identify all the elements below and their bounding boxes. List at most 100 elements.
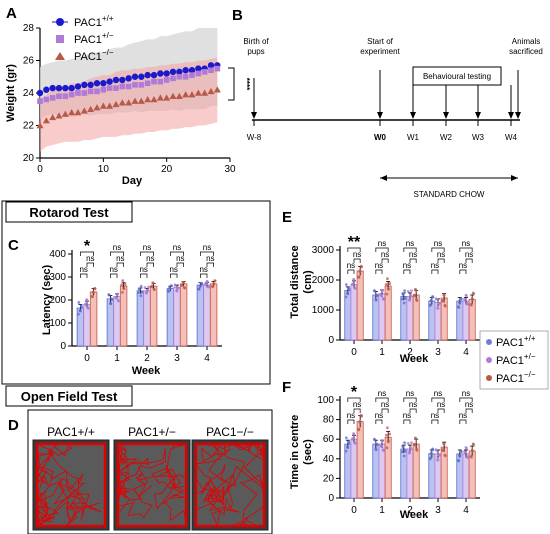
panelF-ytick-label: 40: [323, 454, 335, 465]
panelF-sig-label: ns: [375, 411, 383, 420]
panel-label-e: E: [282, 209, 292, 226]
panelC-bracket: [200, 273, 208, 278]
panel-a-point-wt: [87, 81, 94, 89]
panel-a-xtick-label: 0: [37, 164, 43, 175]
panelE-datapoint: [403, 289, 406, 293]
panelC-datapoint: [168, 287, 172, 290]
panelC-bracket: [110, 251, 124, 256]
arrow-sacrifice-head: [515, 112, 521, 119]
panelC-datapoint: [137, 291, 140, 295]
panelF-sig-label: ns: [431, 411, 439, 420]
panelF-sig-label: ns: [409, 400, 417, 409]
panel-a-point-ko: [42, 117, 50, 124]
panel-a-point-ko: [150, 96, 158, 103]
panel-a-point-wt: [55, 84, 63, 92]
panelC-sig-label: ns: [146, 254, 154, 263]
panelC-sig-label: ns: [139, 265, 147, 274]
panelE-bar: [462, 300, 470, 341]
panelC-bracket: [86, 262, 94, 267]
panelE-sig-label: **: [348, 234, 361, 251]
panel-a-point-ko: [87, 105, 95, 113]
panel-a-point-ko: [182, 91, 190, 98]
panelF-sig-label: *: [351, 384, 358, 401]
legend-a-het-marker: [56, 35, 64, 43]
panelC-bracket: [110, 273, 118, 278]
panelE-bar: [372, 294, 380, 341]
panelF-datapoint: [441, 449, 445, 452]
panelF-datapoint: [347, 441, 351, 445]
panelC-ytick-label: 100: [49, 318, 66, 329]
panelE-datapoint: [382, 297, 385, 301]
panelF-datapoint: [443, 454, 447, 458]
panelE-bracket: [409, 258, 417, 263]
panel-a-point-wt: [74, 83, 82, 90]
panelC-sig-label: ns: [109, 265, 117, 274]
panelC-datapoint: [199, 284, 202, 288]
panelC-bracket: [116, 262, 124, 267]
panelF-bar: [378, 443, 386, 499]
panelF-sig-label: ns: [434, 389, 442, 398]
legend-ef-wt-label: PAC1+/+: [496, 334, 536, 349]
panelE-datapoint: [441, 299, 445, 303]
panelE-datapoint: [374, 298, 378, 302]
panelC-datapoint: [151, 281, 155, 285]
panelF-bracket: [403, 397, 417, 402]
panelE-datapoint: [471, 298, 474, 301]
panelF-xtick-label: 0: [351, 505, 357, 516]
panel-e-chart: 01000200030000nsns**1nsnsns2nsnsns3nsnsn…: [312, 234, 480, 358]
panel-a-point-het: [132, 82, 138, 88]
panelE-datapoint: [403, 297, 407, 300]
panelF-datapoint: [471, 449, 474, 453]
panelE-bracket: [381, 258, 389, 263]
panelC-sig-label: ns: [113, 243, 121, 252]
panelC-datapoint: [176, 286, 180, 290]
panelE-ytick-label: 3000: [312, 245, 335, 256]
panelE-datapoint: [387, 287, 390, 291]
panelC-datapoint: [205, 280, 209, 284]
panelC-ytick-label: 300: [49, 272, 66, 283]
panelE-bracket: [465, 258, 473, 263]
panel-a-xtick-label: 30: [224, 164, 236, 175]
panelC-bar: [166, 288, 175, 347]
panel-a-point-ko: [93, 104, 101, 111]
panelF-datapoint: [415, 448, 419, 452]
panelE-bracket: [431, 247, 445, 252]
panelC-datapoint: [121, 291, 124, 294]
panel-ef-legend: PAC1+/+ PAC1+/− PAC1−/−: [479, 330, 549, 390]
panelC-datapoint: [204, 282, 208, 286]
panel-a-xlabel: Day: [122, 175, 143, 187]
panelF-datapoint: [410, 441, 413, 445]
panelF-sig-label: ns: [462, 389, 470, 398]
panel-a-point-het: [94, 88, 100, 95]
panelF-datapoint: [352, 432, 356, 436]
panelF-xtick-label: 3: [435, 505, 441, 516]
panel-a-point-ko: [106, 102, 114, 109]
panelF-datapoint: [360, 414, 364, 418]
behav-arrow-head: [443, 112, 449, 119]
panelC-sig-label: ns: [143, 243, 151, 252]
arena-label: PAC1+/+: [47, 425, 95, 439]
panelC-datapoint: [175, 289, 179, 293]
panelC-xtick-label: 1: [114, 353, 120, 364]
panelC-datapoint: [109, 302, 113, 306]
panelE-datapoint: [386, 277, 389, 281]
panel-a-point-ko: [49, 113, 57, 121]
panel-a-point-wt: [182, 67, 189, 74]
panelC-datapoint: [174, 283, 177, 287]
panelC-datapoint: [115, 293, 119, 296]
panel-a-point-het: [81, 90, 88, 96]
panelE-datapoint: [360, 265, 364, 269]
panelF-bar: [428, 453, 436, 499]
panelE-bracket: [375, 269, 383, 274]
panelC-datapoint: [117, 299, 120, 303]
panelE-datapoint: [351, 283, 355, 286]
panel-a-point-ko: [68, 109, 76, 116]
panelF-datapoint: [357, 428, 361, 432]
panelC-datapoint: [139, 284, 143, 288]
panelC-datapoint: [182, 281, 186, 285]
panel-a-point-ko: [99, 102, 107, 109]
panelE-datapoint: [375, 294, 379, 298]
openfield-frame: [27, 409, 273, 534]
panelC-datapoint: [123, 282, 127, 286]
